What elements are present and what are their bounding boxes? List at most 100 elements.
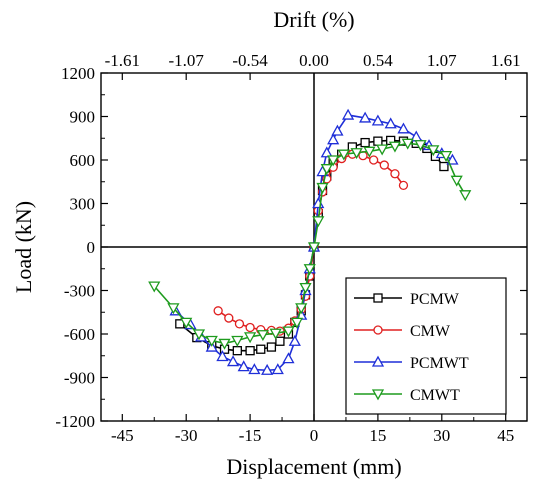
data-point-cmw	[245, 322, 255, 333]
legend-marker-cmwt	[371, 389, 385, 401]
data-point-cmwt	[316, 182, 329, 194]
data-point-cmwt	[256, 330, 269, 342]
x2-tick-label: 1.07	[427, 51, 457, 70]
x2-tick-label: -1.61	[105, 51, 140, 70]
data-point-cmw	[398, 180, 409, 191]
data-point-pcmwt	[397, 122, 410, 134]
legend-marker-cmw	[373, 325, 383, 335]
data-point-cmwt	[231, 335, 244, 347]
data-point-pcmw	[256, 344, 266, 354]
data-point-cmwt	[450, 175, 463, 187]
data-point-pcmwt	[371, 114, 385, 126]
data-point-cmwt	[299, 282, 312, 294]
data-point-cmw	[224, 313, 234, 323]
x-tick-label: 0	[310, 426, 319, 445]
data-point-cmwt	[295, 303, 308, 315]
data-point-pcmwt	[320, 146, 333, 158]
axes-layer: -45 -30 -15 0 15 30 45 -1.61 -1.07 -0.54 0.00 0.54 1…	[55, 51, 528, 445]
data-point-pcmwt	[261, 363, 274, 375]
data-point-cmw	[368, 155, 379, 165]
data-point-pcmw	[232, 346, 242, 356]
data-point-cmwt	[350, 148, 363, 160]
data-point-cmwt	[320, 164, 333, 176]
data-point-pcmwt	[248, 363, 261, 375]
data-point-pcmwt	[359, 111, 372, 123]
data-point-pcmwt	[327, 133, 340, 145]
x-tick-label: -15	[239, 426, 262, 445]
data-point-cmwt	[401, 138, 414, 150]
data-point-pcmwt	[384, 117, 397, 129]
data-point-cmwt	[282, 326, 295, 338]
data-point-cmwt	[180, 317, 193, 329]
x2-axis-title: Drift (%)	[273, 7, 354, 32]
y-tick-label: -900	[64, 369, 95, 388]
data-point-pcmw	[275, 336, 285, 346]
x2-tick-label: 0.00	[299, 51, 329, 70]
data-point-pcmwt	[226, 355, 240, 367]
series-pcmwt	[169, 108, 459, 375]
data-point-cmwt	[439, 150, 453, 162]
data-point-cmwt	[269, 328, 282, 340]
data-point-pcmwt	[331, 124, 344, 136]
data-point-cmwt	[205, 335, 218, 347]
data-point-cmwt	[303, 264, 316, 276]
data-point-pcmwt	[271, 363, 284, 375]
data-point-cmwt	[290, 317, 304, 329]
data-point-pcmw	[266, 342, 277, 352]
data-point-cmwt	[414, 140, 427, 152]
data-point-cmwt	[376, 144, 389, 156]
data-point-pcmw	[245, 346, 255, 356]
data-point-cmwt	[148, 281, 161, 293]
series-cmwt	[148, 138, 472, 350]
legend-marker-pcmwt	[371, 355, 385, 367]
y-tick-label: 1200	[61, 64, 95, 83]
x-tick-label: 15	[369, 426, 386, 445]
data-point-pcmwt	[446, 153, 459, 165]
data-point-pcmwt	[288, 334, 301, 346]
legend-box	[345, 277, 507, 415]
data-point-pcmwt	[237, 360, 250, 372]
data-point-pcmw	[373, 136, 383, 146]
data-point-cmwt	[218, 338, 231, 350]
axis-titles: Drift (%) Displacement (mm) Load (kN)	[11, 7, 402, 479]
x2-tick-label: -1.07	[168, 51, 204, 70]
x-axis-title: Displacement (mm)	[226, 454, 401, 479]
y-tick-label: 600	[70, 151, 96, 170]
data-point-pcmwt	[312, 197, 325, 209]
data-point-pcmwt	[282, 352, 295, 364]
legend-label-cmw: CMW	[410, 323, 451, 340]
legend-marker-pcmw	[373, 293, 383, 303]
x2-tick-label: 0.54	[363, 51, 393, 70]
y-tick-label: 0	[87, 238, 96, 257]
legend: PCMW CMW PCMWT CMWT	[345, 277, 507, 415]
data-point-pcmw	[439, 161, 449, 172]
data-point-cmwt	[327, 155, 340, 167]
data-point-cmwt	[167, 303, 180, 315]
data-point-pcmwt	[216, 350, 229, 362]
x-tick-label: 30	[433, 426, 450, 445]
data-point-cmwt	[363, 146, 376, 158]
data-point-cmw	[234, 319, 245, 329]
data-point-pcmwt	[341, 108, 355, 120]
legend-label-pcmw: PCMW	[410, 291, 460, 308]
y-tick-label: -300	[64, 282, 95, 301]
data-point-cmwt	[312, 216, 325, 228]
y-tick-label: 300	[70, 195, 96, 214]
data-point-cmw	[379, 160, 389, 170]
data-point-cmw	[213, 306, 223, 316]
data-point-cmw	[390, 169, 400, 179]
data-point-cmwt	[337, 149, 350, 161]
y-tick-label: 900	[70, 108, 96, 127]
y-axis-title: Load (kN)	[11, 201, 36, 293]
y-tick-label: -600	[64, 325, 95, 344]
x-tick-label: -30	[175, 426, 198, 445]
data-point-cmwt	[459, 190, 472, 202]
data-point-pcmw	[360, 137, 370, 148]
data-point-cmwt	[427, 145, 440, 157]
data-point-cmwt	[243, 332, 257, 344]
data-point-cmwt	[192, 329, 206, 341]
data-point-cmwt	[388, 141, 402, 153]
x-tick-label: 45	[497, 426, 514, 445]
data-point-cmwt	[307, 242, 321, 254]
